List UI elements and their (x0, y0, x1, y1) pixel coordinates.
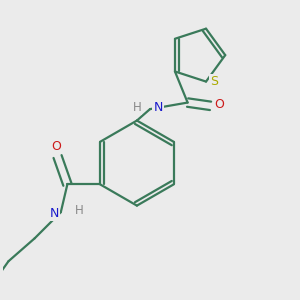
Text: H: H (133, 101, 141, 114)
Text: O: O (214, 98, 224, 111)
Text: N: N (50, 207, 59, 220)
Text: H: H (74, 204, 83, 217)
Text: S: S (210, 75, 218, 88)
Text: N: N (154, 101, 163, 114)
Text: O: O (51, 140, 61, 153)
